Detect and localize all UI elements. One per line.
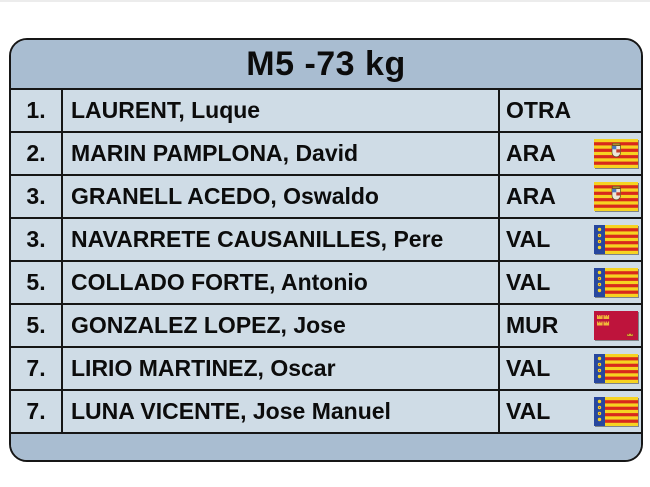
region-code: VAL (506, 269, 551, 295)
region-cell: ARA (500, 133, 641, 174)
table-row: 3. GRANELL ACEDO, Oswaldo ARA (11, 174, 641, 217)
rank-cell: 3. (11, 219, 63, 260)
murcia-flag (594, 311, 638, 340)
region-code: MUR (506, 312, 559, 338)
aragon-flag (594, 139, 638, 168)
aragon-flag (594, 182, 638, 211)
table-row: 5. GONZALEZ LOPEZ, Jose MUR (11, 303, 641, 346)
rank-cell: 2. (11, 133, 63, 174)
valencia-flag (594, 225, 638, 254)
region-flag (594, 96, 638, 125)
name-cell: COLLADO FORTE, Antonio (63, 262, 500, 303)
valencia-flag-icon (594, 354, 638, 383)
table-row: 1. LAURENT, Luque OTRA (11, 88, 641, 131)
aragon-flag-icon (594, 182, 638, 211)
region-code: VAL (506, 355, 551, 381)
name-cell: GONZALEZ LOPEZ, Jose (63, 305, 500, 346)
card-header: M5 -73 kg (11, 40, 641, 88)
region-cell: VAL (500, 219, 641, 260)
valencia-flag (594, 268, 638, 297)
table-row: 3. NAVARRETE CAUSANILLES, Pere VAL (11, 217, 641, 260)
name-cell: NAVARRETE CAUSANILLES, Pere (63, 219, 500, 260)
card-footer (11, 432, 641, 460)
table-row: 5. COLLADO FORTE, Antonio VAL (11, 260, 641, 303)
region-code: ARA (506, 140, 556, 166)
name-cell: GRANELL ACEDO, Oswaldo (63, 176, 500, 217)
region-cell: VAL (500, 348, 641, 389)
region-cell: VAL (500, 391, 641, 432)
table-row: 7. LUNA VICENTE, Jose Manuel VAL (11, 389, 641, 432)
valencia-flag-icon (594, 225, 638, 254)
region-code: ARA (506, 183, 556, 209)
results-card: M5 -73 kg 1. LAURENT, Luque OTRA 2. MARI… (9, 38, 643, 462)
name-cell: MARIN PAMPLONA, David (63, 133, 500, 174)
murcia-flag-icon (594, 311, 638, 340)
rank-cell: 5. (11, 305, 63, 346)
rank-cell: 1. (11, 90, 63, 131)
valencia-flag (594, 397, 638, 426)
region-cell: VAL (500, 262, 641, 303)
rank-cell: 3. (11, 176, 63, 217)
valencia-flag (594, 354, 638, 383)
region-cell: ARA (500, 176, 641, 217)
top-divider (0, 0, 650, 2)
valencia-flag-icon (594, 397, 638, 426)
rank-cell: 5. (11, 262, 63, 303)
name-cell: LIRIO MARTINEZ, Oscar (63, 348, 500, 389)
rank-cell: 7. (11, 348, 63, 389)
aragon-flag-icon (594, 139, 638, 168)
rank-cell: 7. (11, 391, 63, 432)
region-cell: MUR (500, 305, 641, 346)
name-cell: LUNA VICENTE, Jose Manuel (63, 391, 500, 432)
table-row: 7. LIRIO MARTINEZ, Oscar VAL (11, 346, 641, 389)
weight-category-title: M5 -73 kg (246, 44, 406, 83)
region-code: OTRA (506, 97, 572, 123)
valencia-flag-icon (594, 268, 638, 297)
region-code: VAL (506, 398, 551, 424)
table-row: 2. MARIN PAMPLONA, David ARA (11, 131, 641, 174)
region-code: VAL (506, 226, 551, 252)
region-cell: OTRA (500, 90, 641, 131)
name-cell: LAURENT, Luque (63, 90, 500, 131)
